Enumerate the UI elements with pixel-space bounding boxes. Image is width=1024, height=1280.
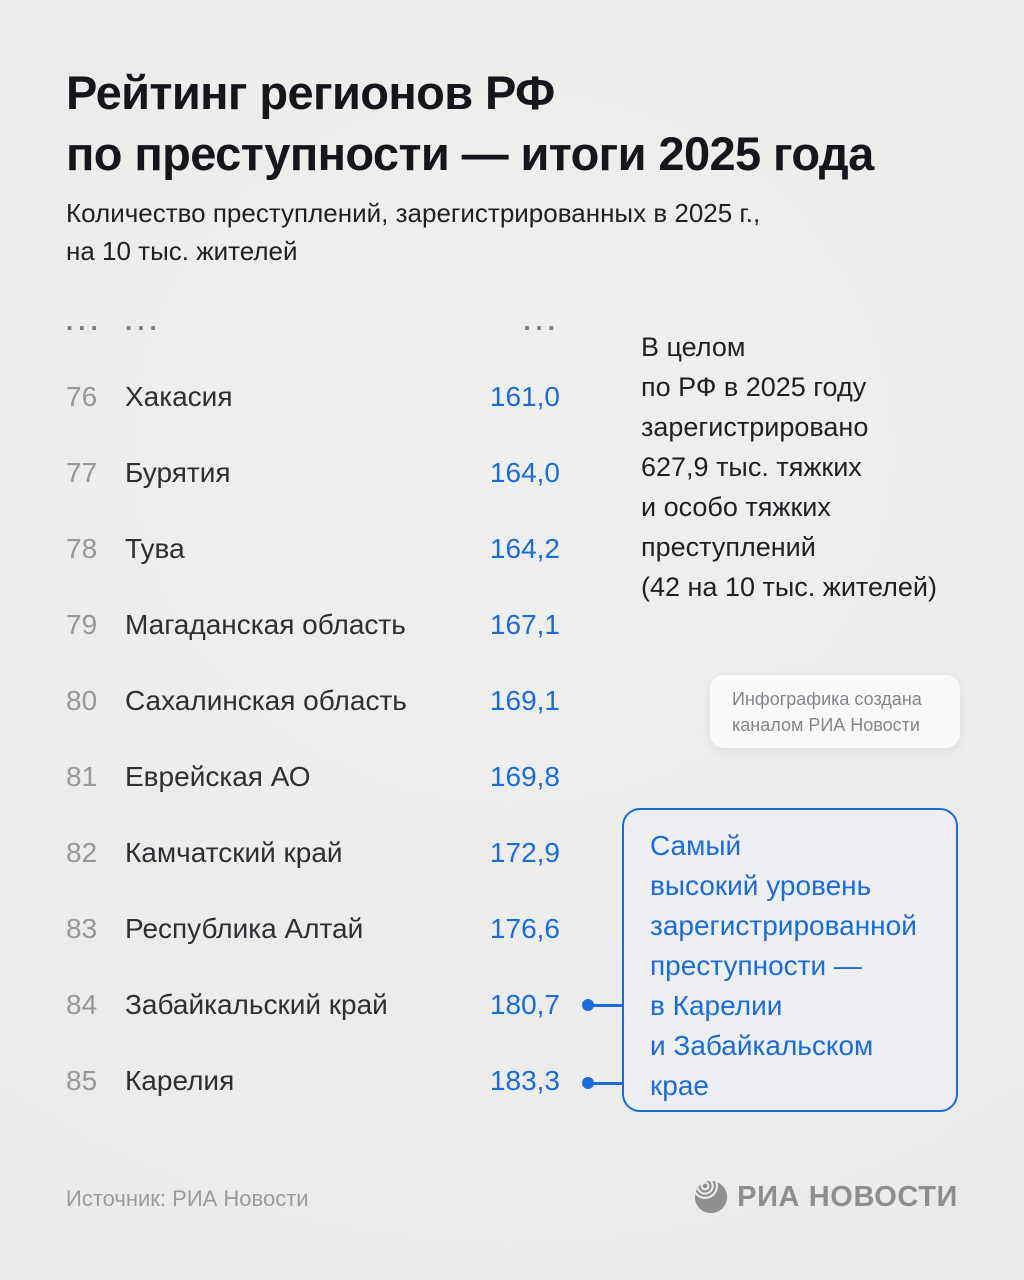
row-value: 164,0 [489,457,560,488]
row-rank: 81 [66,761,98,792]
row-region: Бурятия [125,457,231,488]
row-rank: 79 [66,609,98,640]
table-row: 79 Магаданская область 167,1 [66,587,560,663]
row-rank: 82 [66,837,98,868]
row-region: Камчатский край [125,837,343,868]
ellipsis-row: ... ... ... [66,283,560,359]
row-value: 169,1 [489,685,560,716]
ranking-table: ... ... ... 76 Хакасия 161,0 77 Бурятия … [66,283,560,1119]
row-region: Магаданская область [125,609,406,640]
row-rank: 83 [66,913,98,944]
ria-novosti-logo: РИА НОВОСТИ [694,1180,958,1214]
national-summary-text: В целом по РФ в 2025 году зарегистрирова… [641,332,937,602]
row-value: 180,7 [489,989,560,1020]
table-row: 80 Сахалинская область 169,1 [66,663,560,739]
row-region: Хакасия [125,381,233,412]
credit-text: Инфографика создана каналом РИА Новости [732,688,922,735]
table-row: 78 Тува 164,2 [66,511,560,587]
row-value: 161,0 [489,381,560,412]
row-rank: 85 [66,1065,98,1096]
table-row: 81 Еврейская АО 169,8 [66,739,560,815]
connector-line-84 [593,1004,623,1007]
row-rank: 78 [66,533,98,564]
row-value: 164,2 [489,533,560,564]
credit-box: Инфографика создана каналом РИА Новости [710,675,960,748]
highlight-callout: Самый высокий уровень зарегистрированной… [622,808,958,1112]
row-value: 169,8 [489,761,560,792]
table-row: 83 Республика Алтай 176,6 [66,891,560,967]
ellipsis-region: ... [125,305,162,336]
row-region: Забайкальский край [125,989,388,1020]
table-row: 76 Хакасия 161,0 [66,359,560,435]
connector-dot-85 [582,1077,594,1089]
row-region: Тува [125,533,185,564]
table-row: 77 Бурятия 164,0 [66,435,560,511]
row-rank: 76 [66,381,98,412]
connector-dot-84 [582,999,594,1011]
table-row: 85 Карелия 183,3 [66,1043,560,1119]
row-region: Республика Алтай [125,913,364,944]
ria-novosti-logo-icon [694,1180,728,1214]
table-row: 84 Забайкальский край 180,7 [66,967,560,1043]
row-value: 167,1 [489,609,560,640]
row-value: 172,9 [489,837,560,868]
row-region: Карелия [125,1065,235,1096]
connector-line-85 [593,1082,623,1085]
table-row: 82 Камчатский край 172,9 [66,815,560,891]
row-rank: 77 [66,457,98,488]
ria-novosti-logo-text: РИА НОВОСТИ [737,1180,958,1213]
page-subtitle: Количество преступлений, зарегистрирован… [66,198,761,266]
ellipsis-rank: ... [66,305,103,336]
row-region: Еврейская АО [125,761,311,792]
row-value: 183,3 [489,1065,560,1096]
ellipsis-value: ... [523,305,560,336]
row-region: Сахалинская область [125,685,407,716]
page-title: Рейтинг регионов РФ по преступности — ит… [66,66,874,180]
source-label: Источник: РИА Новости [66,1186,309,1211]
row-value: 176,6 [489,913,560,944]
row-rank: 80 [66,685,98,716]
row-rank: 84 [66,989,98,1020]
